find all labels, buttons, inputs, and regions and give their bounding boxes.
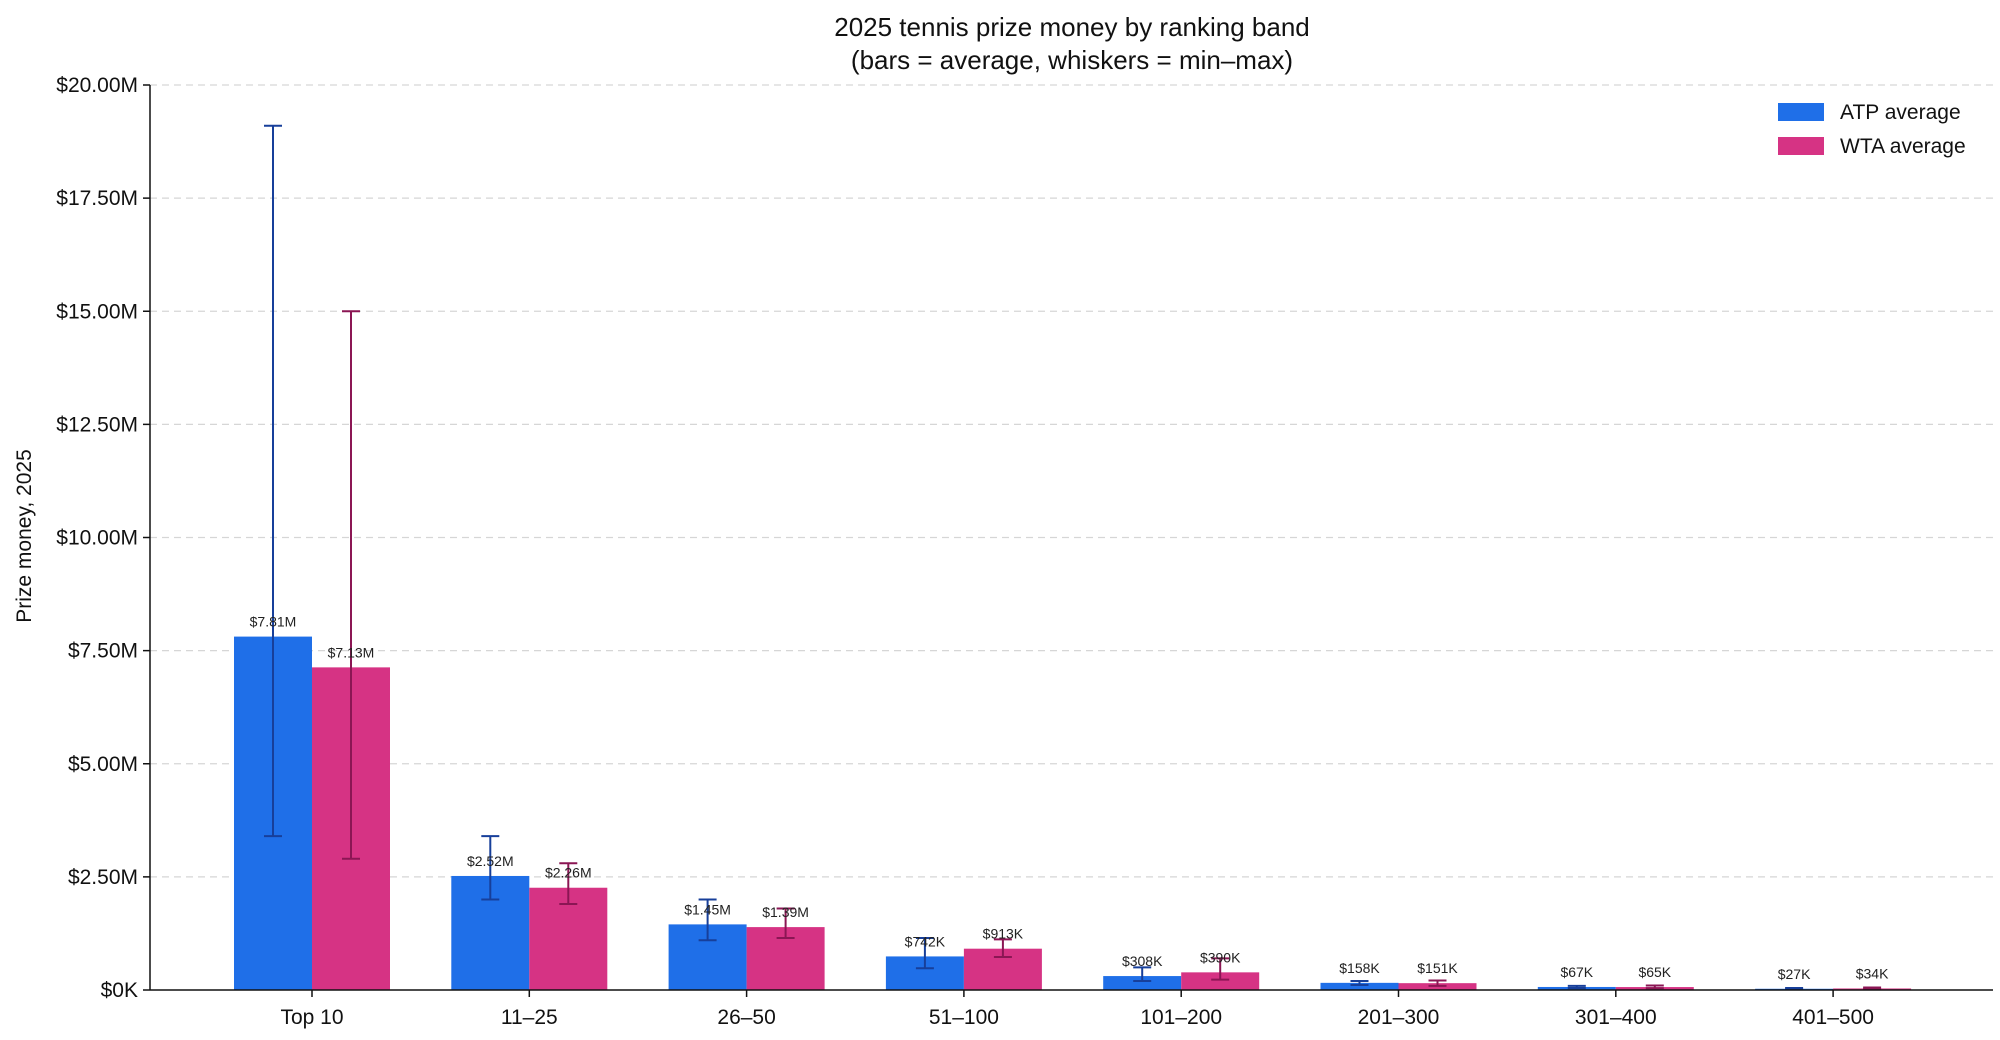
data-label: $913K: [983, 926, 1024, 942]
axes: $0K $2.50M $5.00M $7.50M $10.00M $12.50M $15.0…: [56, 74, 1993, 1029]
x-tick-label: Top 10: [280, 1006, 343, 1029]
y-tick-label: $10.00M: [56, 527, 138, 550]
data-label: $2.26M: [545, 865, 592, 881]
legend-swatch: [1778, 103, 1824, 121]
x-tick-label: 301–400: [1575, 1006, 1657, 1029]
legend-label: ATP average: [1840, 101, 1961, 124]
data-label: $742K: [905, 933, 946, 949]
data-label: $308K: [1122, 953, 1163, 969]
y-tick-label: $12.50M: [56, 413, 138, 436]
data-label: $27K: [1778, 966, 1811, 982]
data-label: $390K: [1200, 949, 1241, 965]
grid-lines: [150, 84, 1993, 878]
legend: ATP average WTA average: [1778, 101, 1966, 158]
bar: [1103, 976, 1182, 990]
y-tick-label: $15.00M: [56, 300, 138, 323]
data-labels: $7.81M $2.52M $1.45M $742K $308K $158K $67K $27…: [250, 614, 1889, 982]
chart-subtitle: (bars = average, whiskers = min–max): [851, 45, 1293, 75]
chart-title: 2025 tennis prize money by ranking band: [834, 12, 1310, 42]
x-tick-label: 26–50: [717, 1006, 775, 1029]
x-tick-label: 401–500: [1792, 1006, 1874, 1029]
data-label: $65K: [1638, 964, 1671, 980]
data-label: $158K: [1339, 960, 1380, 976]
data-label: $2.52M: [467, 853, 514, 869]
bars: [234, 636, 1912, 990]
data-label: $1.39M: [762, 904, 809, 920]
bar: [1181, 972, 1260, 990]
y-tick-label: $5.00M: [68, 753, 138, 776]
y-tick-label: $20.00M: [56, 74, 138, 97]
data-label: $7.81M: [250, 614, 297, 630]
x-tick-label: 201–300: [1358, 1006, 1440, 1029]
x-tick-label: 101–200: [1140, 1006, 1222, 1029]
y-tick-label: $17.50M: [56, 187, 138, 210]
y-tick-label: $7.50M: [68, 640, 138, 663]
y-tick-label: $2.50M: [68, 866, 138, 889]
data-label: $151K: [1417, 960, 1458, 976]
data-label: $1.45M: [684, 901, 731, 917]
whiskers: [264, 124, 1882, 991]
legend-label: WTA average: [1840, 135, 1966, 158]
bar: [1320, 982, 1399, 990]
x-tick-label: 51–100: [929, 1006, 999, 1029]
y-axis-label: Prize money, 2025: [13, 449, 36, 623]
data-label: $7.13M: [328, 644, 375, 660]
y-tick-label: $0K: [101, 979, 138, 1002]
data-label: $67K: [1560, 964, 1593, 980]
legend-swatch: [1778, 137, 1824, 155]
x-tick-label: 11–25: [501, 1006, 558, 1029]
data-label: $34K: [1856, 965, 1889, 981]
